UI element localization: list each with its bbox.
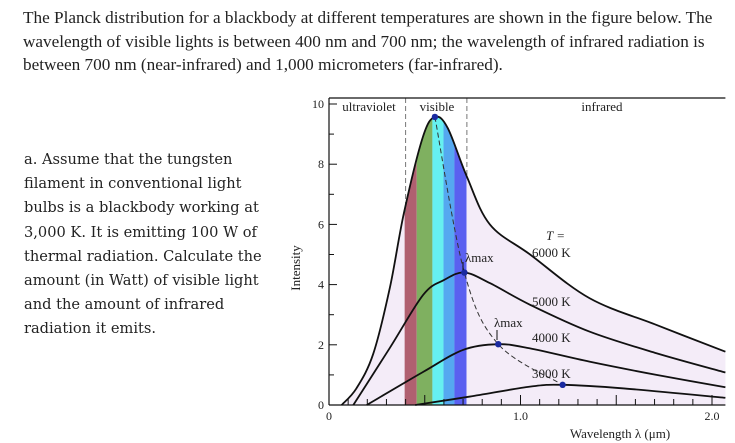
x-tick-label: 2.0 [705, 409, 720, 423]
y-tick-label: 10 [312, 97, 324, 111]
intro-paragraph: The Planck distribution for a blackbody … [23, 8, 713, 74]
y-tick-label: 4 [318, 278, 324, 292]
visible-band [454, 116, 467, 405]
y-tick-label: 2 [318, 338, 324, 352]
y-tick-label: 0 [318, 398, 324, 412]
y-axis-label: Intensity [288, 245, 303, 291]
axes [328, 97, 726, 406]
lambda-max-label-1: λmax [465, 250, 494, 265]
region-label-visible: visible [420, 99, 455, 114]
visible-band [443, 116, 455, 405]
peak-marker [431, 113, 439, 121]
area-fill-6000k [341, 116, 726, 405]
region-dividers [405, 98, 468, 213]
region-label-ultraviolet: ultraviolet [342, 99, 396, 114]
series-label: 6000 K [532, 245, 571, 260]
visible-band [404, 116, 417, 405]
lambda-max-label-2: λmax [494, 315, 523, 330]
series-label: 4000 K [532, 330, 571, 345]
curve-4000k [366, 343, 726, 406]
temperature-label: T = [546, 228, 565, 243]
series-label: 5000 K [532, 294, 571, 309]
question-paragraph: a. Assume that the tungsten filament in … [24, 151, 262, 338]
y-tick-label: 8 [318, 157, 324, 171]
visible-band [416, 116, 433, 405]
x-tick-label: 1.0 [513, 409, 528, 423]
curve-5000k [352, 271, 726, 406]
peak-marker [559, 381, 566, 389]
x-tick-label: 0 [326, 409, 332, 423]
visible-band [432, 116, 444, 405]
curve-6000k [340, 115, 726, 406]
x-axis-label: Wavelength λ (μm) [570, 426, 670, 441]
region-label-infrared: infrared [581, 99, 623, 114]
peak-marker [461, 269, 468, 276]
series-label: 3000 K [532, 366, 571, 381]
lambda-max-locus [434, 116, 563, 386]
visible-bands [404, 116, 467, 405]
y-tick-label: 6 [318, 217, 324, 231]
peak-marker [495, 340, 502, 348]
curve-3000k [415, 383, 726, 406]
